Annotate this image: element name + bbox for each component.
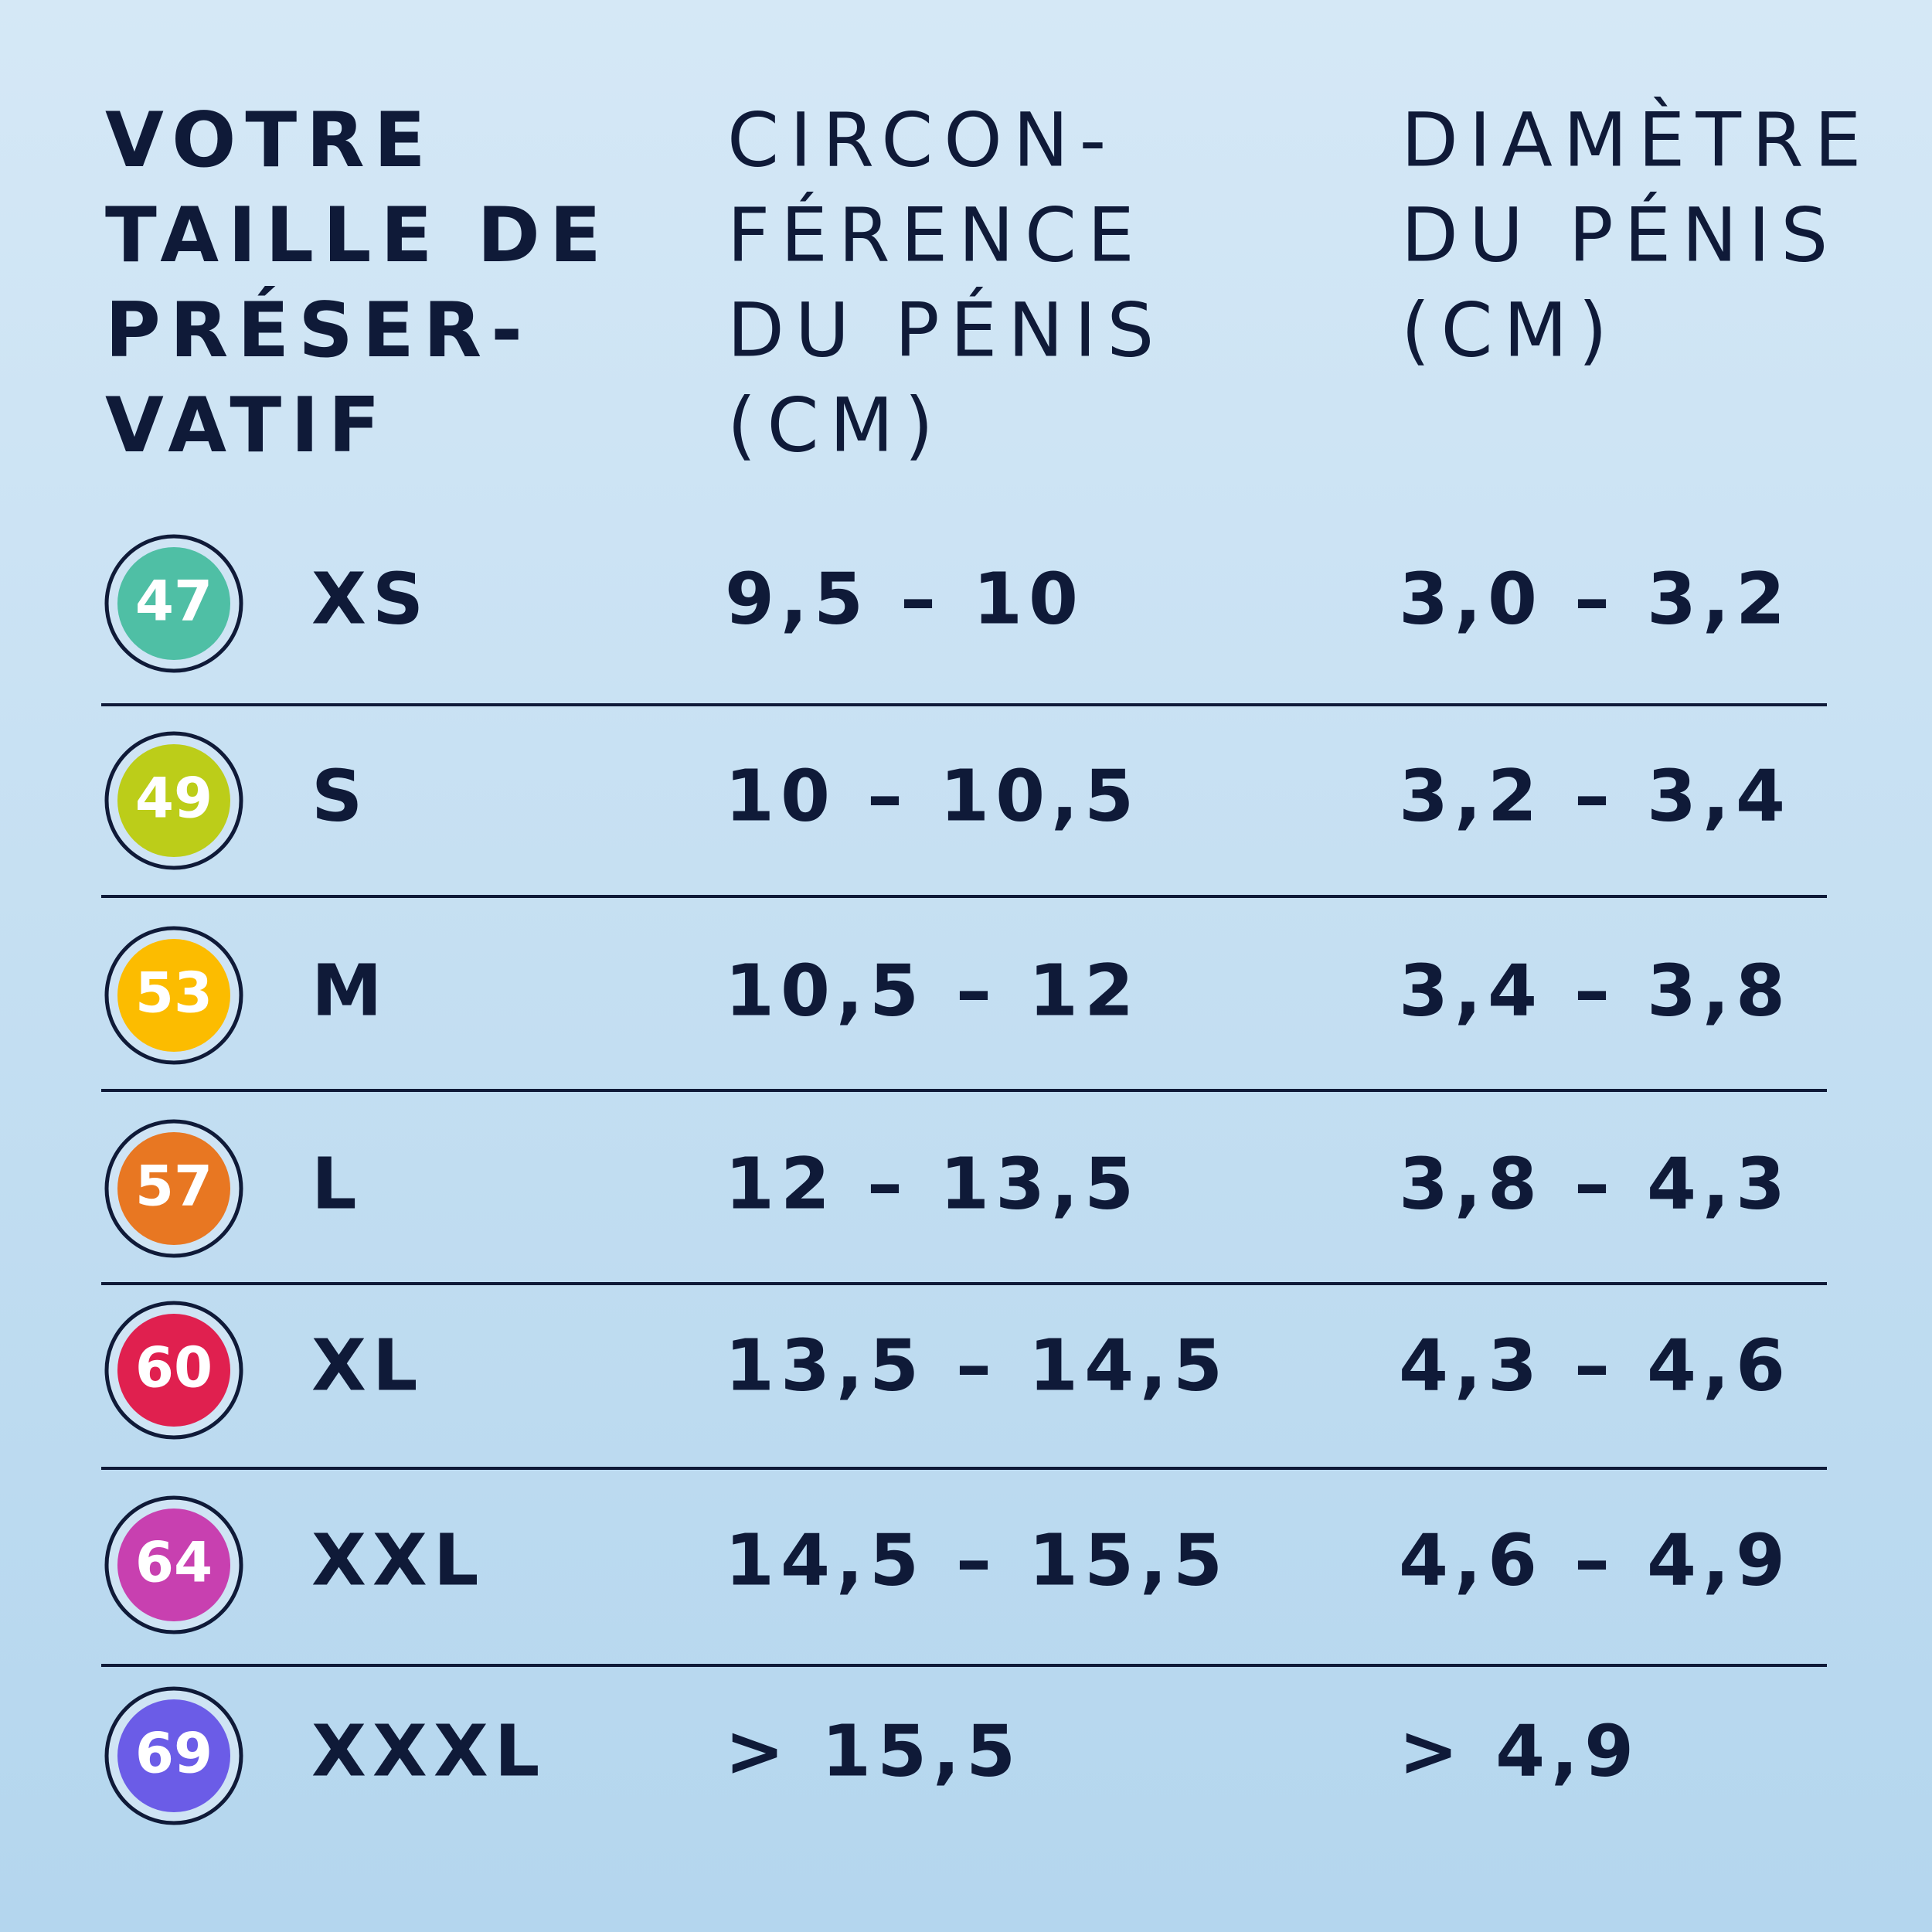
size-label: XS [311, 557, 430, 640]
badge [117, 1132, 230, 1245]
badge [117, 1699, 230, 1812]
badge [117, 939, 230, 1052]
column-header: DU PÉNIS [1401, 191, 1838, 278]
badge [117, 547, 230, 660]
column-header: DU PÉNIS [727, 286, 1165, 373]
circumference: 9,5 – 10 [725, 557, 1084, 640]
column-header: PRÉSER- [105, 286, 532, 375]
circumference: 12 – 13,5 [725, 1142, 1140, 1225]
badge-number: 53 [135, 961, 213, 1026]
circumference: 14,5 – 15,5 [725, 1519, 1229, 1601]
size-label: L [311, 1142, 363, 1225]
column-header: VATIF [105, 382, 389, 470]
column-header: (CM) [1401, 287, 1618, 373]
column-header: CIRCON- [727, 97, 1117, 183]
size-label: XL [311, 1324, 424, 1406]
badge-number: 49 [135, 766, 213, 831]
diameter: 3,4 – 3,8 [1399, 949, 1791, 1032]
size-label: S [311, 754, 369, 837]
column-header: FÉRENCE [727, 191, 1145, 278]
circumference: 10,5 – 12 [725, 949, 1140, 1032]
badge [117, 1509, 230, 1621]
diameter: 4,6 – 4,9 [1399, 1519, 1791, 1601]
column-header: TAILLE DE [105, 192, 611, 280]
badge-number: 57 [135, 1154, 213, 1219]
diameter: > 4,9 [1399, 1709, 1640, 1792]
circumference: 13,5 – 14,5 [725, 1324, 1229, 1406]
badge-number: 64 [135, 1530, 213, 1595]
diameter: 3,2 – 3,4 [1399, 754, 1791, 837]
badge-number: 60 [135, 1335, 213, 1400]
size-label: XXXL [311, 1709, 546, 1792]
diameter: 4,3 – 4,6 [1399, 1324, 1791, 1406]
circumference: 10 – 10,5 [725, 754, 1140, 837]
badge [117, 744, 230, 857]
size-label: XXL [311, 1519, 485, 1601]
size-label: M [311, 949, 389, 1032]
badge [117, 1314, 230, 1427]
column-header: (CM) [727, 382, 944, 468]
badge-number: 69 [135, 1721, 213, 1786]
diameter: 3,0 – 3,2 [1399, 557, 1791, 640]
diameter: 3,8 – 4,3 [1399, 1142, 1791, 1225]
badge-number: 47 [135, 569, 213, 634]
column-header: VOTRE [105, 97, 435, 185]
circumference: > 15,5 [725, 1709, 1022, 1792]
column-header: DIAMÈTRE [1401, 96, 1872, 183]
